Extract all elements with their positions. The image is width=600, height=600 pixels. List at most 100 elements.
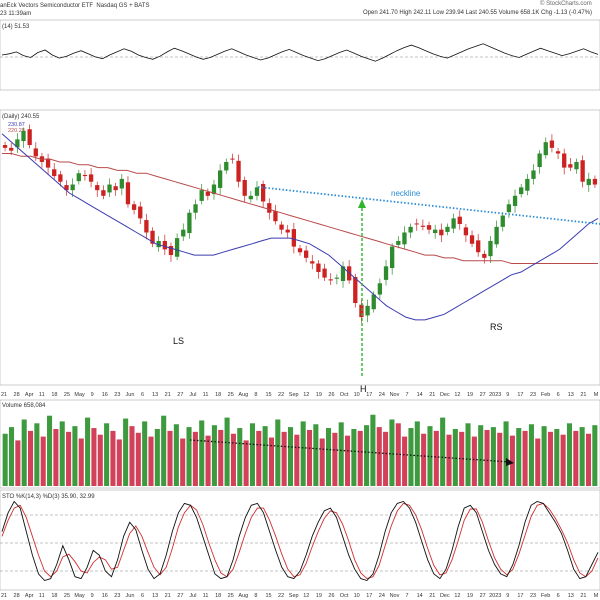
volume-bar — [535, 438, 541, 486]
volume-bar — [490, 427, 496, 486]
x-tick-label-bottom: 21 — [580, 593, 586, 599]
volume-bar — [497, 432, 503, 486]
price-candle — [322, 268, 327, 278]
x-tick-label: 23 — [114, 392, 120, 398]
x-tick-label: 13 — [568, 392, 574, 398]
price-marks — [2, 124, 598, 323]
x-tick-label-bottom: 22 — [278, 593, 284, 599]
stochastic-panel: STO %K(14,3) %D(3) 35.90, 32.99 — [0, 489, 600, 591]
x-tick-label-bottom: 21 — [1, 593, 7, 599]
volume-bar — [452, 429, 458, 486]
volume-bar — [294, 434, 300, 486]
price-candle — [525, 178, 530, 191]
price-candle — [383, 266, 389, 280]
volume-bar — [465, 423, 471, 486]
price-candle — [193, 204, 198, 213]
x-tick-label: 18 — [51, 392, 57, 398]
volume-bar — [167, 430, 173, 486]
volume-bar — [142, 421, 148, 486]
volume-bar — [281, 431, 287, 486]
x-tick-label: 21 — [165, 392, 171, 398]
x-tick-label: 9 — [91, 392, 94, 398]
x-tick-label-bottom: 16 — [102, 593, 108, 599]
label-right-shoulder: RS — [490, 322, 503, 332]
volume-bar — [129, 426, 135, 486]
target-arrow-head — [358, 199, 366, 208]
volume-bar — [275, 419, 281, 486]
x-tick-label-bottom: Feb — [541, 593, 550, 599]
x-tick-label: Feb — [541, 392, 550, 398]
volume-bar — [554, 429, 560, 486]
volume-bar — [224, 417, 230, 486]
price-candle — [420, 225, 426, 227]
volume-bar — [135, 432, 141, 486]
label-left-shoulder: LS — [173, 336, 184, 346]
x-tick-label-bottom: 2023 — [489, 593, 501, 599]
x-tick-label: 21 — [429, 392, 435, 398]
x-tick-label: 19 — [316, 392, 322, 398]
volume-bar — [376, 427, 382, 486]
volume-bar — [262, 426, 268, 486]
volume-bar — [325, 428, 332, 486]
price-candle — [230, 158, 235, 160]
volume-bar — [300, 421, 306, 486]
x-tick-label: 25 — [228, 392, 234, 398]
x-tick-label: 24 — [379, 392, 385, 398]
volume-bar — [287, 427, 294, 486]
quote-summary: Open 241.70 High 242.11 Low 239.94 Last … — [363, 10, 593, 16]
price-candle — [488, 240, 493, 257]
price-candle — [414, 223, 419, 225]
volume-bar — [313, 424, 319, 486]
x-tick-label: 18 — [215, 392, 221, 398]
price-candle — [52, 169, 57, 177]
x-tick-label: 12 — [454, 392, 460, 398]
volume-bar — [414, 421, 420, 486]
volume-trendline — [189, 439, 511, 463]
x-tick-label: Aug — [238, 392, 248, 398]
momentum-panel: (14) 51.53 — [0, 19, 600, 91]
x-tick-label-bottom: 19 — [467, 593, 473, 599]
price-candle — [328, 279, 333, 281]
x-tick-label-bottom: 10 — [354, 593, 360, 599]
volume-bar — [186, 427, 192, 486]
volume-bar — [357, 430, 363, 486]
price-candle — [463, 227, 469, 236]
chart-timestamp: 23 11:39am — [0, 11, 32, 17]
x-tick-label: Jul — [189, 392, 196, 398]
volume-bar — [522, 430, 528, 486]
x-tick-label: Jun — [126, 392, 135, 398]
volume-bar — [319, 438, 325, 486]
volume-bar — [154, 429, 160, 486]
volume-bar — [91, 428, 97, 486]
x-tick-label-bottom: M — [594, 593, 599, 599]
volume-bar — [237, 428, 243, 486]
volume-bar — [585, 433, 592, 486]
neckline-line — [257, 186, 600, 225]
volume-bar — [21, 419, 27, 486]
price-candle — [439, 229, 444, 236]
x-tick-label-bottom: 17 — [366, 593, 372, 599]
x-tick-label: 13 — [152, 392, 158, 398]
x-tick-label: 12 — [303, 392, 309, 398]
x-tick-label-bottom: 12 — [454, 593, 460, 599]
stochastic-label: STO %K(14,3) %D(3) 35.90, 32.99 — [2, 494, 95, 500]
volume-bar — [440, 417, 446, 486]
volume-bar — [332, 432, 338, 486]
volume-bar — [230, 433, 236, 486]
price-candle — [138, 206, 143, 219]
volume-bar — [34, 423, 40, 486]
volume-bar — [72, 426, 78, 486]
volume-bar — [338, 422, 344, 486]
volume-marks — [2, 414, 598, 486]
ma-slow-line — [2, 153, 598, 264]
price-candle — [353, 277, 358, 304]
price-candle — [297, 248, 303, 253]
price-candle — [377, 283, 383, 295]
volume-bar — [148, 436, 154, 486]
x-tick-label: 11 — [39, 392, 45, 398]
volume-bar — [249, 423, 255, 486]
volume-bar — [218, 429, 224, 486]
price-candle — [445, 226, 450, 232]
x-tick-label-bottom: Sep — [289, 593, 299, 599]
